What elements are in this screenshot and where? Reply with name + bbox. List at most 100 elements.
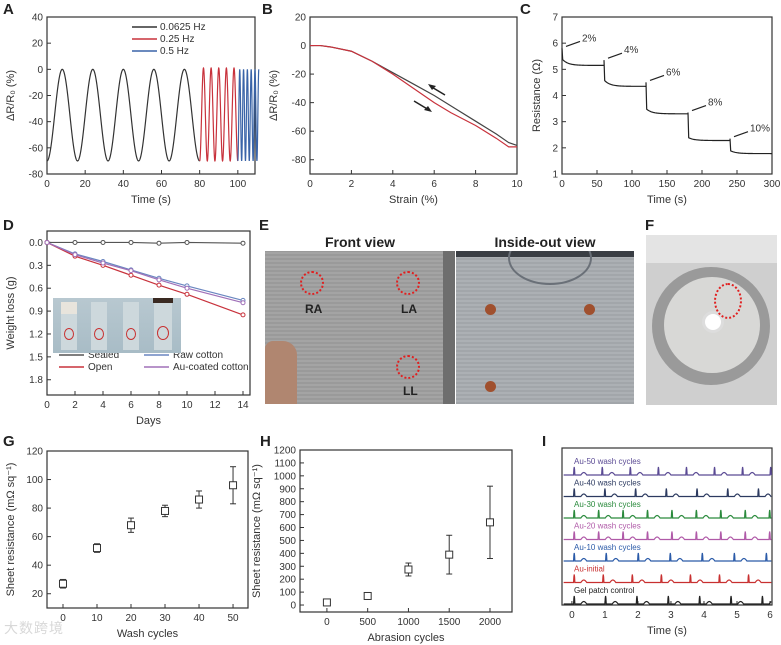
panel-label-f: F [645,217,655,234]
x-tick-label: 1 [602,610,608,621]
trace-label: Au-30 wash cycles [574,500,641,509]
annotation-arrow [607,52,623,59]
panel-label-d: D [3,217,14,234]
data-point [72,252,78,258]
x-tick-label: 50 [227,613,239,624]
x-tick-label: 12 [209,400,221,411]
series-line [46,241,244,301]
data-point [58,579,67,588]
panel-label-c: C [520,1,531,18]
electrode-dot [584,304,595,315]
annotation-arrow [733,131,749,138]
x-tick-label: 50 [591,179,603,190]
y-axis-label: ΔR/R₀ (%) [5,70,17,121]
data-point [44,239,50,245]
chart-i [561,447,773,606]
y-tick-label: 0.0 [29,238,43,249]
x-tick-label: 2 [349,179,355,190]
y-tick-label: -80 [29,170,44,181]
chart-d [44,230,251,396]
x-tick-label: 10 [511,179,523,190]
series-line [561,48,605,67]
electrode-ring-la [396,271,420,295]
data-point [184,285,190,291]
y-tick-label: 1.8 [29,375,43,386]
panel-label-h: H [260,433,271,450]
step-annotation: 10% [750,124,770,135]
data-point [156,277,162,283]
y-tick-label: -20 [29,91,44,102]
y-tick-label: 0 [290,601,296,612]
inside-out-view-title: Inside-out view [494,234,596,250]
series-line [310,44,518,147]
y-tick-label: 0.6 [29,284,43,295]
y-tick-label: 300 [279,562,296,573]
annotation-arrow [565,40,581,47]
y-tick-label: 4 [552,91,558,102]
label-la: LA [401,302,417,316]
data-point [240,312,246,318]
electrode-ring-washer [714,283,742,319]
series-line [199,66,239,162]
chart-a [46,16,260,175]
data-point [229,481,238,490]
data-point [100,239,106,245]
legend-label: Sealed [88,350,119,361]
x-tick-label: 8 [156,400,162,411]
x-tick-label: 250 [729,179,746,190]
vials-inset-photo [53,298,181,353]
data-point [184,239,190,245]
x-tick-label: 200 [694,179,711,190]
y-tick-label: 500 [279,536,296,547]
x-tick-label: 14 [237,400,249,411]
data-point [128,272,134,278]
series-line [687,112,731,142]
washing-machine-photo [646,235,777,405]
x-tick-label: 8 [473,179,479,190]
panel-label-g: G [3,433,15,450]
y-tick-label: 120 [26,447,43,458]
y-tick-label: 5 [552,65,558,76]
label-ll: LL [403,384,418,398]
x-tick-label: 0 [569,610,575,621]
x-axis-label: Abrasion cycles [367,632,445,644]
electrode-ring-ll [396,355,420,379]
y-axis-label: ΔR/R₀ (%) [268,70,280,121]
electrode-ring-ra [300,271,324,295]
watermark-logo: 大数跨境 [4,620,64,636]
series-line [46,241,244,304]
x-tick-label: 6 [431,179,437,190]
chart-h [299,449,513,613]
series-line [237,69,260,162]
legend-label: 0.0625 Hz [160,22,206,33]
x-tick-label: 40 [118,179,130,190]
x-tick-label: 6 [767,610,773,621]
panel-label-i: I [542,433,547,450]
y-tick-label: 200 [279,575,296,586]
x-tick-label: 3 [668,610,674,621]
trace-label: Au-initial [574,565,605,574]
plot-frame [46,230,251,396]
electrode-dot [485,304,496,315]
trace-label: Au-40 wash cycles [574,479,641,488]
y-tick-label: 1200 [274,446,297,457]
panel-label-a: A [3,1,14,18]
x-tick-label: 4 [100,400,106,411]
x-tick-label: 4 [390,179,396,190]
y-tick-label: -40 [29,117,44,128]
chart-b [309,16,518,175]
y-tick-label: 100 [279,588,296,599]
x-tick-label: 0 [307,179,313,190]
data-point [161,506,170,515]
x-tick-label: 500 [359,617,376,628]
x-tick-label: 60 [156,179,168,190]
x-tick-label: 10 [181,400,193,411]
chart-c [561,16,773,175]
x-axis-label: Wash cycles [117,628,179,640]
legend-label: Au-coated cotton [173,362,249,373]
trace-label: Au-20 wash cycles [574,522,641,531]
y-tick-label: 800 [279,497,296,508]
y-tick-label: 1100 [274,458,296,469]
x-tick-label: 0 [44,400,50,411]
